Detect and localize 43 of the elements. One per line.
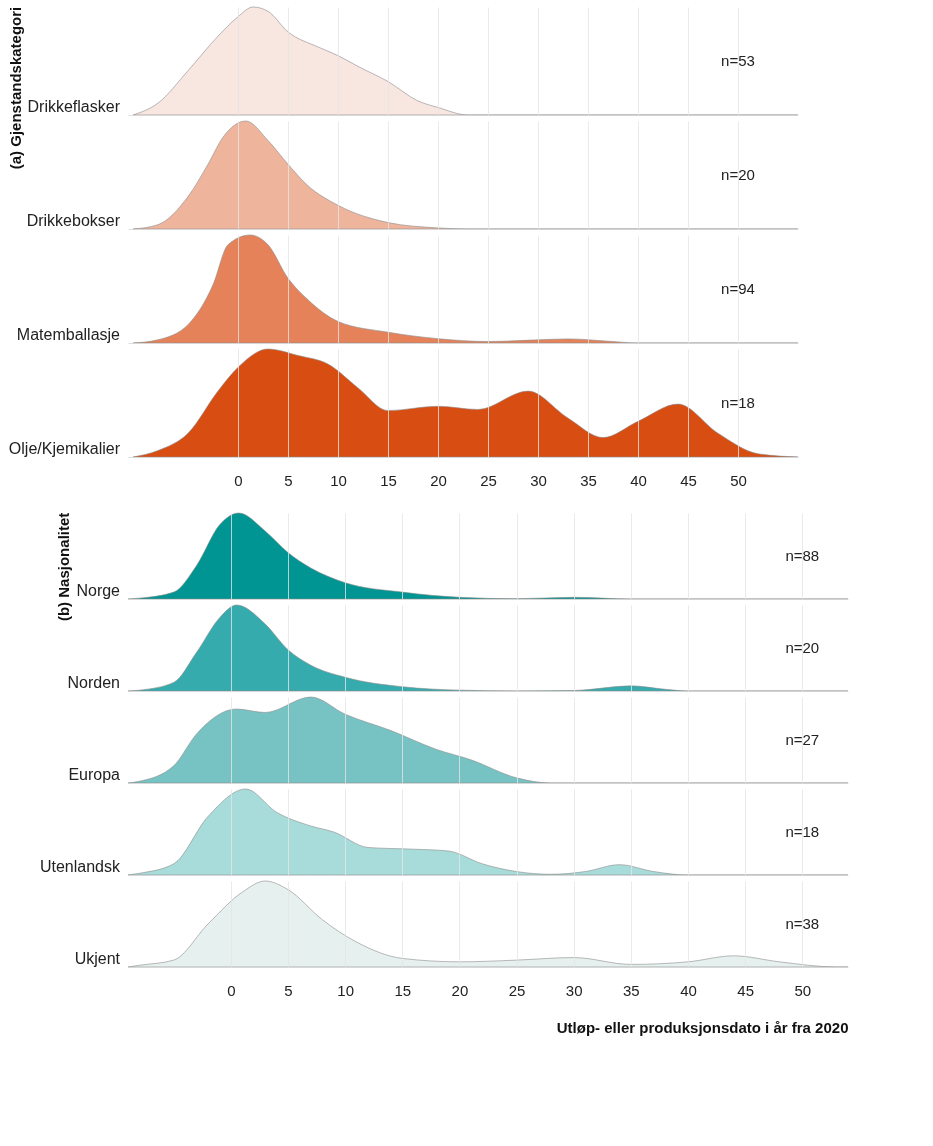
annotation: n=38 — [785, 915, 820, 932]
x-tick-label: 5 — [284, 981, 293, 999]
y-axis-title: (a) Gjenstandskategori — [6, 6, 24, 170]
series-label: Utenlandsk — [39, 858, 121, 875]
annotation: n=53 — [721, 52, 755, 69]
x-tick-label: 15 — [380, 471, 397, 489]
x-tick-label: 50 — [794, 981, 812, 999]
x-tick-label: 0 — [227, 981, 236, 999]
x-tick-label: 15 — [394, 981, 412, 999]
annotation: n=20 — [721, 166, 755, 183]
annotation: n=94 — [721, 280, 755, 297]
series-label: Drikkebokser — [26, 212, 121, 229]
series-label: Ukjent — [74, 950, 121, 967]
x-tick-label: 20 — [451, 981, 469, 999]
x-tick-label: 40 — [630, 471, 647, 489]
annotation: n=20 — [785, 639, 820, 656]
x-tick-label: 45 — [680, 471, 697, 489]
annotation: n=27 — [785, 731, 820, 748]
annotation: n=18 — [721, 394, 755, 411]
x-tick-label: 25 — [508, 981, 526, 999]
annotation: n=18 — [785, 823, 820, 840]
x-tick-label: 35 — [580, 471, 597, 489]
series-label: Drikkeflasker — [27, 98, 121, 115]
x-axis-title: Utløp- eller produksjonsdato i år fra 2020 — [556, 1018, 849, 1036]
x-tick-label: 20 — [430, 471, 447, 489]
series-label: Olje/Kjemikalier — [8, 440, 121, 457]
x-tick-label: 0 — [234, 471, 243, 489]
x-tick-label: 10 — [337, 981, 354, 999]
x-tick-label: 30 — [530, 471, 547, 489]
series-label: Norden — [67, 674, 120, 691]
annotation: n=88 — [785, 547, 820, 564]
series-label: Matemballasje — [16, 326, 121, 343]
x-tick-label: 50 — [730, 471, 747, 489]
y-axis-title: (b) Nasjonalitet — [55, 512, 73, 622]
x-tick-label: 25 — [480, 471, 497, 489]
series-label: Europa — [68, 766, 121, 783]
x-tick-label: 40 — [680, 981, 697, 999]
x-tick-label: 45 — [737, 981, 754, 999]
x-tick-label: 30 — [565, 981, 583, 999]
x-tick-label: 5 — [284, 471, 293, 489]
x-tick-label: 10 — [330, 471, 347, 489]
series-label: Norge — [76, 582, 121, 599]
x-tick-label: 35 — [623, 981, 640, 999]
